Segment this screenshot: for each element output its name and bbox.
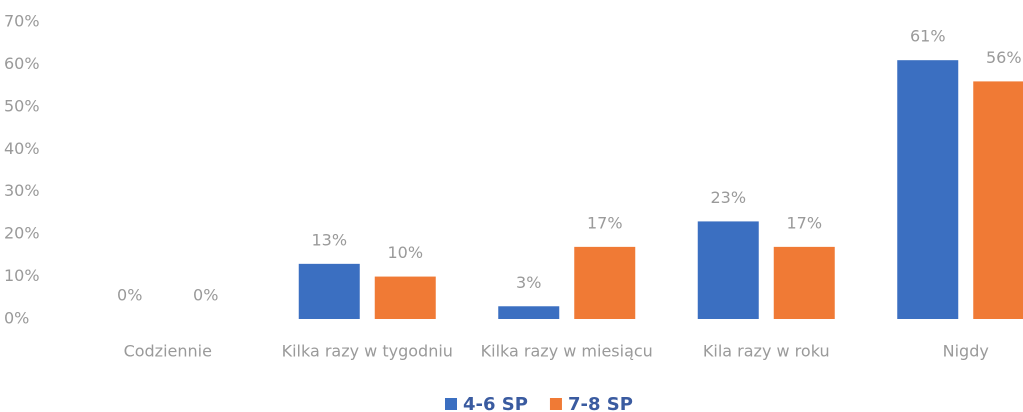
data-label: 10% — [387, 243, 423, 262]
y-tick-label: 60% — [4, 54, 40, 73]
y-tick-label: 40% — [4, 139, 40, 158]
bar — [973, 81, 1023, 320]
y-tick-label: 20% — [4, 224, 40, 243]
data-label: 13% — [311, 230, 347, 249]
legend-label: 4-6 SP — [463, 394, 528, 412]
bar — [298, 263, 360, 319]
legend-swatch — [445, 398, 457, 410]
x-tick-label: Kilka razy w miesiącu — [481, 342, 653, 361]
data-label: 17% — [786, 213, 822, 232]
bar — [374, 276, 436, 319]
x-tick-label: Kilka razy w tygodniu — [282, 342, 453, 361]
bar — [897, 60, 959, 319]
x-tick-label: Kila razy w roku — [703, 342, 830, 361]
y-tick-label: 50% — [4, 96, 40, 115]
bar — [773, 246, 835, 319]
bar — [498, 306, 560, 319]
data-label: 61% — [910, 27, 946, 46]
y-tick-label: 70% — [4, 12, 40, 31]
y-tick-label: 10% — [4, 266, 40, 285]
x-tick-label: Nigdy — [943, 342, 989, 361]
bar — [697, 221, 759, 319]
data-label: 3% — [516, 273, 541, 292]
x-tick-label: Codziennie — [124, 342, 212, 361]
data-label: 56% — [986, 48, 1022, 67]
data-label: 17% — [587, 213, 623, 232]
y-tick-label: 0% — [4, 309, 29, 328]
bar — [574, 246, 636, 319]
data-label: 0% — [193, 286, 218, 305]
data-label: 0% — [117, 286, 142, 305]
y-tick-label: 30% — [4, 181, 40, 200]
legend-label: 7-8 SP — [568, 394, 633, 412]
data-label: 23% — [710, 188, 746, 207]
legend-swatch — [549, 398, 562, 410]
